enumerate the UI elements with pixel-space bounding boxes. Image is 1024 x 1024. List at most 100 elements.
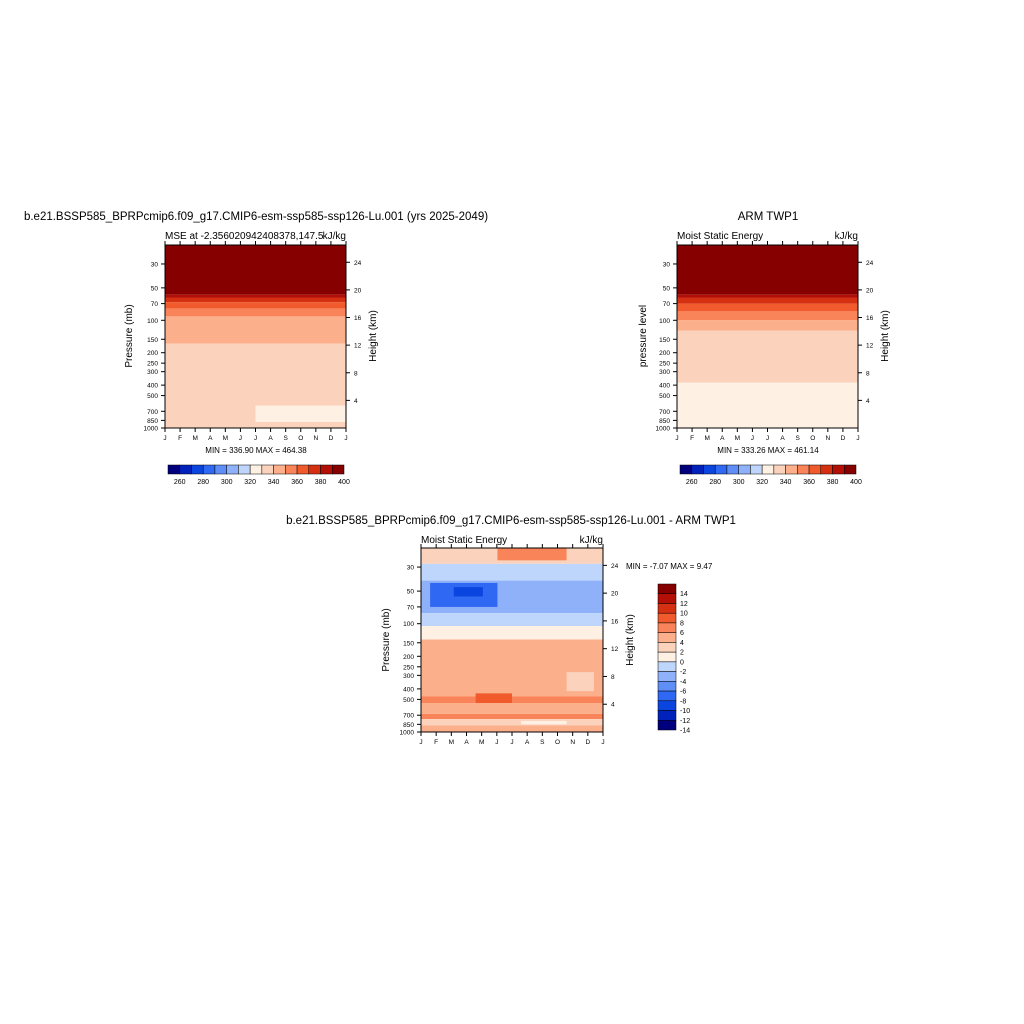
contour-band bbox=[165, 297, 346, 303]
y-tick-label: 200 bbox=[659, 350, 670, 357]
y-right-tick-label: 4 bbox=[354, 398, 358, 405]
min-max-stats: MIN = 333.26 MAX = 461.14 bbox=[717, 446, 819, 455]
colorbar-swatch bbox=[285, 464, 298, 475]
y-tick-label: 700 bbox=[659, 409, 670, 416]
y-axis-right-label: Height (km) bbox=[368, 310, 379, 362]
x-tick-label: M bbox=[192, 435, 197, 442]
colorbar-swatch bbox=[249, 464, 263, 475]
colorbar-label: 260 bbox=[686, 479, 698, 486]
colorbar: 260 280 300 320 340 360 380 400 bbox=[167, 464, 350, 486]
y-tick-label: 400 bbox=[659, 383, 670, 390]
y-tick-label: 1000 bbox=[656, 426, 671, 433]
x-tick-label: J bbox=[254, 435, 257, 442]
x-tick-label: M bbox=[223, 435, 228, 442]
panel-subtitle-left: Moist Static Energy bbox=[677, 231, 763, 242]
y-tick-label: 700 bbox=[403, 713, 414, 720]
colorbar-swatch bbox=[703, 464, 716, 475]
colorbar-swatch bbox=[179, 464, 192, 475]
colorbar-swatch bbox=[657, 671, 677, 682]
y-tick-label: 400 bbox=[147, 383, 158, 390]
colorbar-label: 400 bbox=[850, 479, 862, 486]
colorbar-label: 340 bbox=[780, 479, 792, 486]
contour-band bbox=[421, 613, 603, 626]
y-axis-right-label: Height (km) bbox=[625, 614, 636, 666]
colorbar-swatch bbox=[761, 464, 775, 475]
x-tick-label: J bbox=[856, 435, 859, 442]
colorbar-label: -14 bbox=[680, 728, 690, 735]
colorbar-label: -2 bbox=[680, 669, 686, 676]
colorbar-label: 300 bbox=[733, 479, 745, 486]
colorbar-swatch bbox=[785, 464, 798, 475]
y-tick-label: 30 bbox=[151, 261, 159, 268]
colorbar-swatch bbox=[261, 464, 274, 475]
colorbar-label: 320 bbox=[756, 479, 768, 486]
colorbar-label: 4 bbox=[680, 640, 684, 647]
x-tick-label: D bbox=[841, 435, 846, 442]
contour-band bbox=[165, 245, 346, 295]
y-tick-label: 1000 bbox=[400, 730, 415, 737]
x-tick-label: N bbox=[313, 435, 318, 442]
contour-band bbox=[421, 703, 603, 714]
panel-difference: b.e21.BSSP585_BPRPcmip6.f09_g17.CMIP6-es… bbox=[286, 515, 736, 746]
x-tick-label: M bbox=[704, 435, 709, 442]
panel-title: ARM TWP1 bbox=[738, 211, 799, 223]
colorbar-swatch bbox=[679, 464, 692, 475]
y-tick-label: 300 bbox=[659, 369, 670, 376]
colorbar-swatch bbox=[657, 720, 677, 731]
colorbar-label: 300 bbox=[221, 479, 233, 486]
colorbar-swatch bbox=[657, 622, 677, 633]
colorbar-swatch bbox=[657, 612, 677, 624]
y-tick-label: 30 bbox=[407, 565, 415, 572]
y-tick-label: 850 bbox=[403, 722, 414, 729]
y-axis-label: Pressure (mb) bbox=[381, 608, 392, 671]
colorbar-swatch bbox=[238, 464, 251, 475]
colorbar-label: 260 bbox=[174, 479, 186, 486]
y-right-tick-label: 12 bbox=[611, 646, 619, 653]
panel-subtitle-left: Moist Static Energy bbox=[421, 535, 507, 546]
colorbar-swatch bbox=[738, 464, 751, 475]
colorbar-swatch bbox=[820, 464, 833, 475]
colorbar-swatch bbox=[691, 464, 704, 475]
x-tick-label: A bbox=[780, 435, 785, 442]
colorbar-label: -8 bbox=[680, 698, 686, 705]
panel-subtitle-right: kJ/kg bbox=[580, 535, 603, 546]
y-tick-label: 50 bbox=[151, 285, 159, 292]
x-tick-label: J bbox=[675, 435, 678, 442]
x-tick-label: A bbox=[208, 435, 213, 442]
contour-band bbox=[521, 720, 567, 725]
colorbar-label: 360 bbox=[803, 479, 815, 486]
y-tick-label: 700 bbox=[147, 409, 158, 416]
colorbar-swatch bbox=[657, 583, 677, 594]
panel-title: b.e21.BSSP585_BPRPcmip6.f09_g17.CMIP6-es… bbox=[24, 211, 488, 223]
y-right-tick-label: 24 bbox=[866, 260, 874, 267]
contour-band bbox=[421, 719, 603, 726]
colorbar-swatch bbox=[844, 464, 857, 475]
panel-model: b.e21.BSSP585_BPRPcmip6.f09_g17.CMIP6-es… bbox=[24, 211, 488, 486]
y-tick-label: 50 bbox=[407, 589, 415, 596]
colorbar-swatch bbox=[657, 661, 677, 672]
contour-band bbox=[421, 713, 603, 720]
x-tick-label: M bbox=[479, 739, 484, 746]
colorbar-label: -4 bbox=[680, 679, 686, 686]
y-tick-label: 70 bbox=[151, 301, 159, 308]
contour-band bbox=[421, 563, 603, 581]
contour-band bbox=[453, 587, 483, 597]
y-right-tick-label: 16 bbox=[611, 618, 619, 625]
colorbar-swatch bbox=[657, 710, 677, 721]
colorbar-label: -10 bbox=[680, 708, 690, 715]
colorbar-swatch bbox=[657, 632, 677, 643]
y-tick-label: 70 bbox=[407, 604, 415, 611]
y-tick-label: 300 bbox=[403, 673, 414, 680]
colorbar-swatch bbox=[191, 464, 204, 475]
min-max-stats: MIN = -7.07 MAX = 9.47 bbox=[626, 562, 713, 571]
colorbar-swatch bbox=[657, 690, 677, 702]
contour-band bbox=[165, 308, 346, 317]
x-tick-label: S bbox=[795, 435, 800, 442]
x-tick-label: M bbox=[449, 739, 454, 746]
y-right-tick-label: 8 bbox=[866, 370, 870, 377]
colorbar-swatch bbox=[308, 464, 321, 475]
colorbar-label: -6 bbox=[680, 689, 686, 696]
y-right-tick-label: 16 bbox=[866, 315, 874, 322]
panel-subtitle-right: kJ/kg bbox=[323, 231, 346, 242]
y-tick-label: 100 bbox=[147, 318, 158, 325]
